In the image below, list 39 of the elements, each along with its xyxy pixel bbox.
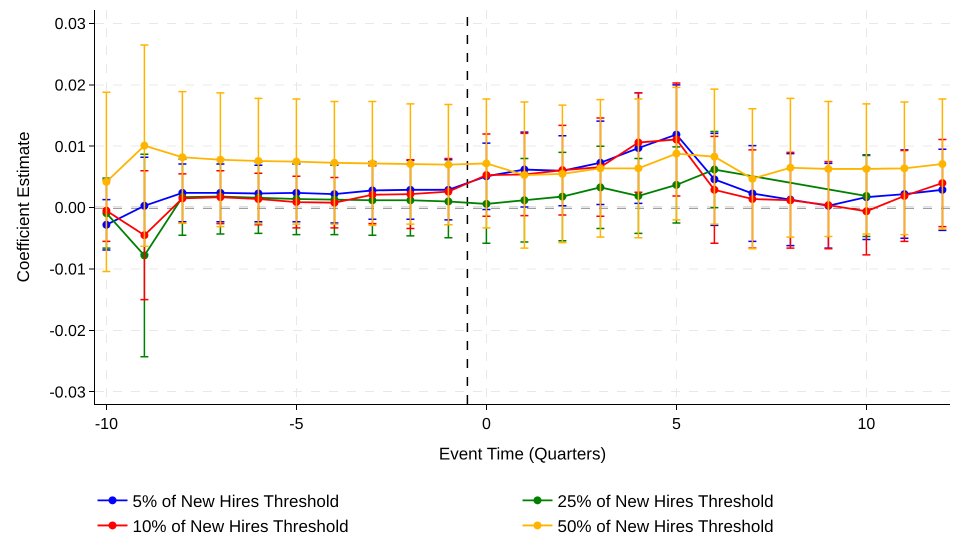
point [938, 160, 946, 168]
x-tick-label: -5 [289, 416, 304, 434]
y-axis-title: Coefficient Estimate [14, 132, 33, 282]
point [862, 164, 870, 173]
point [444, 160, 452, 169]
point [824, 164, 832, 173]
point [292, 158, 300, 166]
y-tick-label: -0.03 [49, 384, 86, 402]
legend-label: 10% of New Hires Threshold [132, 517, 349, 536]
x-tick-label: 10 [858, 416, 876, 434]
y-tick-label: -0.01 [49, 262, 86, 279]
legend-label: 25% of New Hires Threshold [558, 492, 774, 511]
point [748, 174, 756, 183]
point [140, 142, 148, 150]
point [900, 164, 908, 172]
point [634, 164, 642, 172]
legend-label: 50% of New Hires Threshold [558, 517, 774, 536]
point [216, 156, 224, 164]
point [786, 164, 794, 172]
point [330, 158, 338, 167]
point [482, 159, 490, 168]
y-tick-label: 0.00 [54, 200, 86, 218]
point [368, 159, 376, 168]
x-tick-label: 5 [672, 416, 681, 434]
point [710, 152, 718, 161]
y-tick-label: 0.02 [54, 77, 86, 94]
point [102, 178, 110, 186]
y-tick-label: 0.01 [54, 138, 86, 156]
point [406, 160, 414, 168]
x-axis-title: Event Time (Quarters) [438, 444, 606, 464]
y-tick-label: 0.03 [54, 16, 86, 34]
y-tick-label: -0.02 [49, 322, 86, 340]
x-tick-label: -10 [94, 416, 118, 434]
point [254, 156, 262, 165]
point [672, 150, 680, 158]
x-tick-label: 0 [482, 416, 491, 434]
point [178, 153, 186, 162]
point [558, 170, 566, 178]
legend-label: 5% of New Hires Threshold [132, 492, 340, 511]
